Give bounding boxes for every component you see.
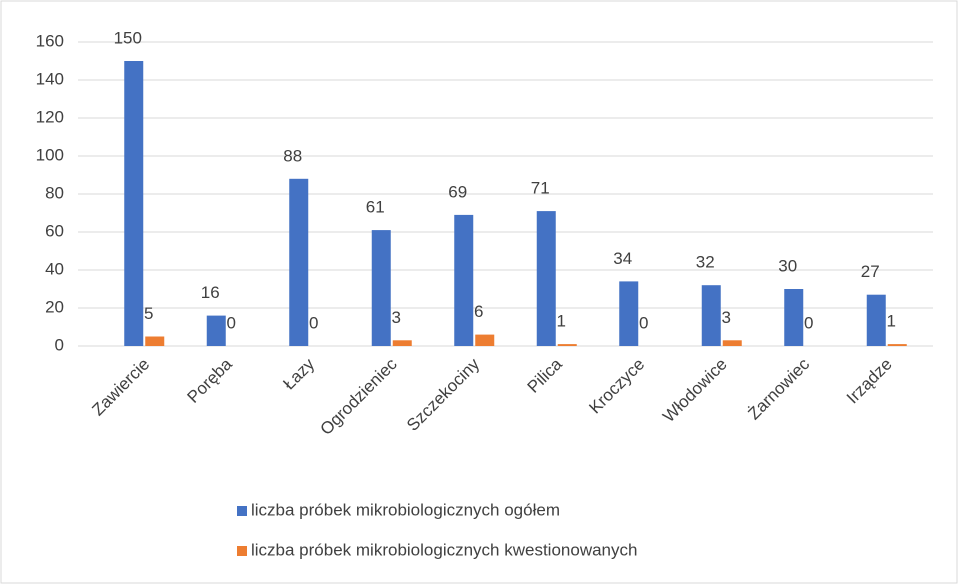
data-label: 1 <box>887 312 896 331</box>
data-label: 34 <box>613 249 632 268</box>
bar <box>619 281 639 346</box>
bar <box>289 178 309 346</box>
legend-swatch <box>237 546 247 556</box>
y-tick-label: 160 <box>36 31 64 50</box>
data-label: 16 <box>201 283 220 302</box>
bar <box>701 285 721 346</box>
y-tick-label: 140 <box>36 69 64 88</box>
data-label: 0 <box>227 313 236 332</box>
legend-label: liczba próbek mikrobiologicznych ogółem <box>251 500 560 519</box>
bar <box>454 214 474 346</box>
bar <box>206 315 226 346</box>
data-label: 5 <box>144 304 153 323</box>
data-label: 69 <box>448 182 467 201</box>
bar <box>722 340 742 346</box>
data-label: 61 <box>366 198 385 217</box>
data-label: 0 <box>804 313 813 332</box>
data-label: 3 <box>392 308 401 327</box>
bar <box>536 211 556 346</box>
data-label: 71 <box>531 179 550 198</box>
data-label: 27 <box>861 262 880 281</box>
data-label: 30 <box>778 256 797 275</box>
data-label: 88 <box>283 146 302 165</box>
bar <box>866 294 886 346</box>
legend-label: liczba próbek mikrobiologicznych kwestio… <box>251 540 637 559</box>
data-label: 1 <box>557 312 566 331</box>
y-tick-label: 20 <box>45 297 64 316</box>
bar <box>392 340 412 346</box>
data-label: 32 <box>696 253 715 272</box>
y-tick-label: 120 <box>36 107 64 126</box>
bar <box>557 344 577 346</box>
bar <box>124 61 144 346</box>
y-tick-label: 80 <box>45 183 64 202</box>
data-label: 0 <box>309 313 318 332</box>
data-label: 150 <box>114 28 142 47</box>
y-tick-label: 0 <box>55 335 64 354</box>
bar <box>371 230 391 346</box>
y-tick-label: 100 <box>36 145 64 164</box>
bar <box>145 336 165 346</box>
bar <box>887 344 907 346</box>
data-label: 3 <box>722 308 731 327</box>
y-tick-label: 40 <box>45 259 64 278</box>
bar <box>475 334 495 346</box>
y-tick-label: 60 <box>45 221 64 240</box>
data-label: 6 <box>474 302 483 321</box>
bar <box>784 289 804 346</box>
legend-swatch <box>237 506 247 516</box>
data-label: 0 <box>639 313 648 332</box>
